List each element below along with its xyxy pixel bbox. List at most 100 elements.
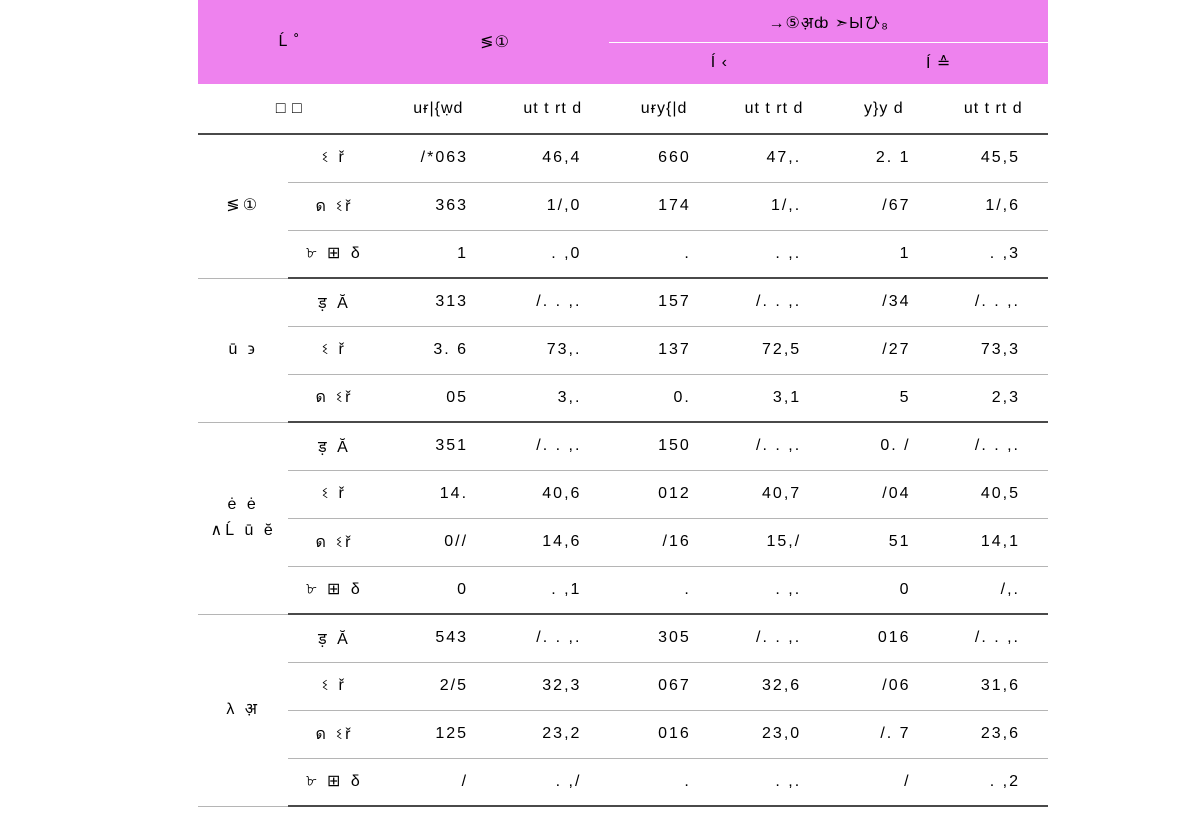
- row-label: ଽ ř: [288, 470, 380, 518]
- table-row: ৮ ⊞ δ0. ,1.. ,.0/,.: [198, 566, 1048, 614]
- column-subheader: □ □: [198, 84, 381, 134]
- data-cell: 31,6: [939, 662, 1048, 710]
- data-cell: /67: [829, 182, 938, 230]
- data-cell: . ,2: [939, 758, 1048, 806]
- data-cell: 1/,6: [939, 182, 1048, 230]
- data-cell: 14,1: [939, 518, 1048, 566]
- data-cell: 47,.: [719, 134, 829, 182]
- row-label: ड़ Ă: [288, 422, 380, 470]
- data-cell: 3. 6: [381, 326, 496, 374]
- data-cell: 3,.: [496, 374, 609, 422]
- column-subheader-row: □ □uɍ|{ẉdut t rt duɍy{|dut t rt dy}y dut…: [198, 84, 1048, 134]
- data-cell: /. . ,.: [939, 614, 1048, 662]
- data-cell: . ,.: [719, 566, 829, 614]
- data-cell: /. . ,.: [939, 278, 1048, 326]
- data-cell: 15,/: [719, 518, 829, 566]
- data-cell: /. . ,.: [719, 422, 829, 470]
- data-cell: 5: [829, 374, 938, 422]
- data-cell: 51: [829, 518, 938, 566]
- data-cell: /: [829, 758, 938, 806]
- data-cell: 0: [829, 566, 938, 614]
- data-cell: /: [381, 758, 496, 806]
- data-cell: /16: [609, 518, 718, 566]
- row-label: ৮ ⊞ δ: [288, 566, 380, 614]
- data-cell: 3,1: [719, 374, 829, 422]
- data-cell: 2,3: [939, 374, 1048, 422]
- table-row: ด ଽř053,.0.3,152,3: [198, 374, 1048, 422]
- table-row: ด ଽř3631/,01741/,./671/,6: [198, 182, 1048, 230]
- row-label: ด ଽř: [288, 182, 380, 230]
- column-subheader: ut t rt d: [939, 84, 1048, 134]
- row-label: ด ଽř: [288, 710, 380, 758]
- data-cell: /. . ,.: [496, 614, 609, 662]
- data-cell: 660: [609, 134, 718, 182]
- header-group3: →⑤अ़ȸ ➣Ыひ₈: [609, 0, 1048, 42]
- data-cell: 1: [829, 230, 938, 278]
- data-cell: . ,0: [496, 230, 609, 278]
- data-cell: /. . ,.: [496, 422, 609, 470]
- column-subheader: ut t rt d: [496, 84, 609, 134]
- row-label: ଽ ř: [288, 326, 380, 374]
- data-table: Ĺ ˚ ≶① →⑤अ़ȸ ➣Ыひ₈ Í ‹ Í ≙ □ □uɍ|{ẉdut t …: [198, 0, 1048, 807]
- data-cell: 23,2: [496, 710, 609, 758]
- data-cell: 351: [381, 422, 496, 470]
- table-row: ≶①ଽ ř/*06346,466047,.2. 145,5: [198, 134, 1048, 182]
- column-subheader: uɍy{|d: [609, 84, 718, 134]
- data-cell: 313: [381, 278, 496, 326]
- data-cell: .: [609, 230, 718, 278]
- table-row: ৮ ⊞ δ/. ,/.. ,./. ,2: [198, 758, 1048, 806]
- data-cell: 150: [609, 422, 718, 470]
- data-cell: 067: [609, 662, 718, 710]
- data-cell: .: [609, 758, 718, 806]
- data-cell: 363: [381, 182, 496, 230]
- table-row: ė ė∧Ĺ ū ĕड़ Ă351/. . ,.150/. . ,.0. //. …: [198, 422, 1048, 470]
- table-row: ด ଽř0//14,6/1615,/5114,1: [198, 518, 1048, 566]
- data-cell: 1/,0: [496, 182, 609, 230]
- data-cell: 157: [609, 278, 718, 326]
- data-cell: . ,3: [939, 230, 1048, 278]
- data-cell: . ,/: [496, 758, 609, 806]
- row-label: ด ଽř: [288, 374, 380, 422]
- table-row: λ अ़ड़ Ă543/. . ,.305/. . ,.016/. . ,.: [198, 614, 1048, 662]
- row-label: ৮ ⊞ δ: [288, 758, 380, 806]
- data-cell: 32,6: [719, 662, 829, 710]
- data-cell: 14,6: [496, 518, 609, 566]
- data-cell: 23,6: [939, 710, 1048, 758]
- data-cell: 2. 1: [829, 134, 938, 182]
- data-cell: 125: [381, 710, 496, 758]
- row-label: ड़ Ă: [288, 614, 380, 662]
- data-cell: 46,4: [496, 134, 609, 182]
- data-cell: . ,.: [719, 230, 829, 278]
- table-row: ଽ ř3. 673,.13772,5/2773,3: [198, 326, 1048, 374]
- header-col1: Ĺ ˚: [198, 0, 381, 84]
- data-cell: 32,3: [496, 662, 609, 710]
- data-cell: 72,5: [719, 326, 829, 374]
- data-cell: 40,6: [496, 470, 609, 518]
- data-cell: 14.: [381, 470, 496, 518]
- data-cell: 05: [381, 374, 496, 422]
- table-row: ଽ ř14.40,601240,7/0440,5: [198, 470, 1048, 518]
- data-cell: 2/5: [381, 662, 496, 710]
- data-cell: 23,0: [719, 710, 829, 758]
- data-cell: /06: [829, 662, 938, 710]
- data-cell: 40,7: [719, 470, 829, 518]
- data-cell: /. 7: [829, 710, 938, 758]
- header-sub3b: Í ≙: [829, 42, 1048, 84]
- data-cell: 1: [381, 230, 496, 278]
- row-label: ड़ Ă: [288, 278, 380, 326]
- data-cell: /. . ,.: [939, 422, 1048, 470]
- data-cell: /. . ,.: [719, 278, 829, 326]
- table-row: ଽ ř2/532,306732,6/0631,6: [198, 662, 1048, 710]
- data-cell: 543: [381, 614, 496, 662]
- column-subheader: ut t rt d: [719, 84, 829, 134]
- row-group-label: ė ė∧Ĺ ū ĕ: [198, 422, 288, 614]
- row-label: ৮ ⊞ δ: [288, 230, 380, 278]
- data-cell: 0: [381, 566, 496, 614]
- data-cell: 0//: [381, 518, 496, 566]
- table-body: □ □uɍ|{ẉdut t rt duɍy{|dut t rt dy}y dut…: [198, 84, 1048, 806]
- data-cell: .: [609, 566, 718, 614]
- data-cell: 73,.: [496, 326, 609, 374]
- table-row: ū ϶ड़ Ă313/. . ,.157/. . ,./34/. . ,.: [198, 278, 1048, 326]
- data-cell: 305: [609, 614, 718, 662]
- data-cell: /04: [829, 470, 938, 518]
